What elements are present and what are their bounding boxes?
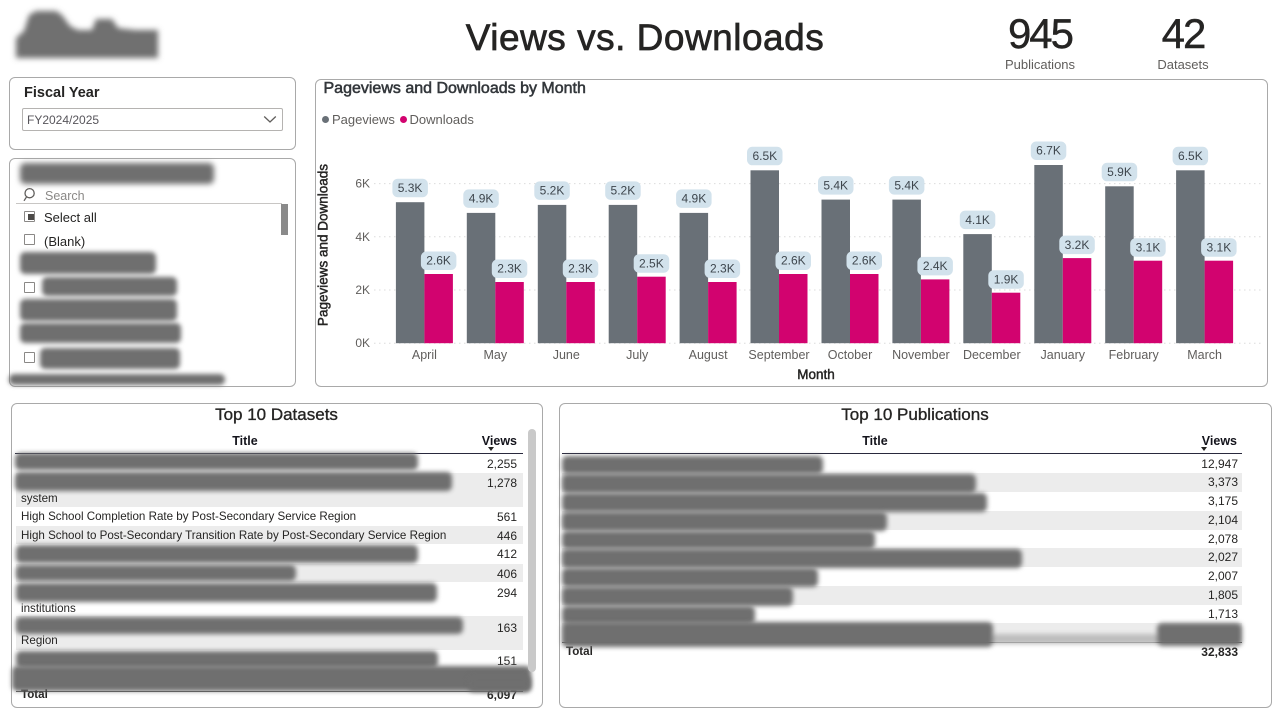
svg-text:1.9K: 1.9K [994,272,1019,286]
svg-text:5.3K: 5.3K [398,181,423,195]
svg-text:6K: 6K [355,177,370,191]
svg-text:June: June [553,348,580,362]
svg-text:2.3K: 2.3K [710,262,735,276]
svg-text:March: March [1187,348,1222,362]
svg-text:3.2K: 3.2K [1065,238,1090,252]
svg-text:Pageviews and Downloads: Pageviews and Downloads [316,164,331,326]
svg-text:4.9K: 4.9K [682,192,707,206]
svg-text:5.2K: 5.2K [611,184,636,198]
svg-text:0K: 0K [355,336,370,350]
svg-text:2.4K: 2.4K [923,259,948,273]
svg-text:2K: 2K [355,283,370,297]
svg-text:4.9K: 4.9K [469,192,494,206]
svg-text:2.6K: 2.6K [852,254,877,268]
svg-text:January: January [1041,348,1086,362]
svg-text:2.3K: 2.3K [568,262,593,276]
svg-text:5.9K: 5.9K [1107,165,1132,179]
svg-text:5.2K: 5.2K [540,184,565,198]
svg-text:6.5K: 6.5K [752,149,777,163]
svg-text:5.4K: 5.4K [823,178,848,192]
svg-text:3.1K: 3.1K [1136,240,1161,254]
svg-text:2.5K: 2.5K [639,256,664,270]
svg-text:4.1K: 4.1K [965,213,990,227]
svg-text:2.6K: 2.6K [426,254,451,268]
svg-text:Month: Month [797,367,835,382]
svg-text:2.3K: 2.3K [497,262,522,276]
svg-text:3.1K: 3.1K [1207,240,1232,254]
svg-text:February: February [1109,348,1160,362]
svg-text:November: November [892,348,950,362]
svg-text:2.6K: 2.6K [781,254,806,268]
svg-text:6.7K: 6.7K [1036,144,1061,158]
svg-text:May: May [483,348,507,362]
svg-text:December: December [963,348,1021,362]
svg-text:July: July [626,348,649,362]
svg-text:5.4K: 5.4K [894,178,919,192]
svg-text:6.5K: 6.5K [1178,149,1203,163]
svg-text:October: October [828,348,872,362]
svg-text:April: April [412,348,437,362]
svg-text:September: September [748,348,809,362]
svg-text:August: August [689,348,728,362]
svg-text:4K: 4K [355,230,370,244]
